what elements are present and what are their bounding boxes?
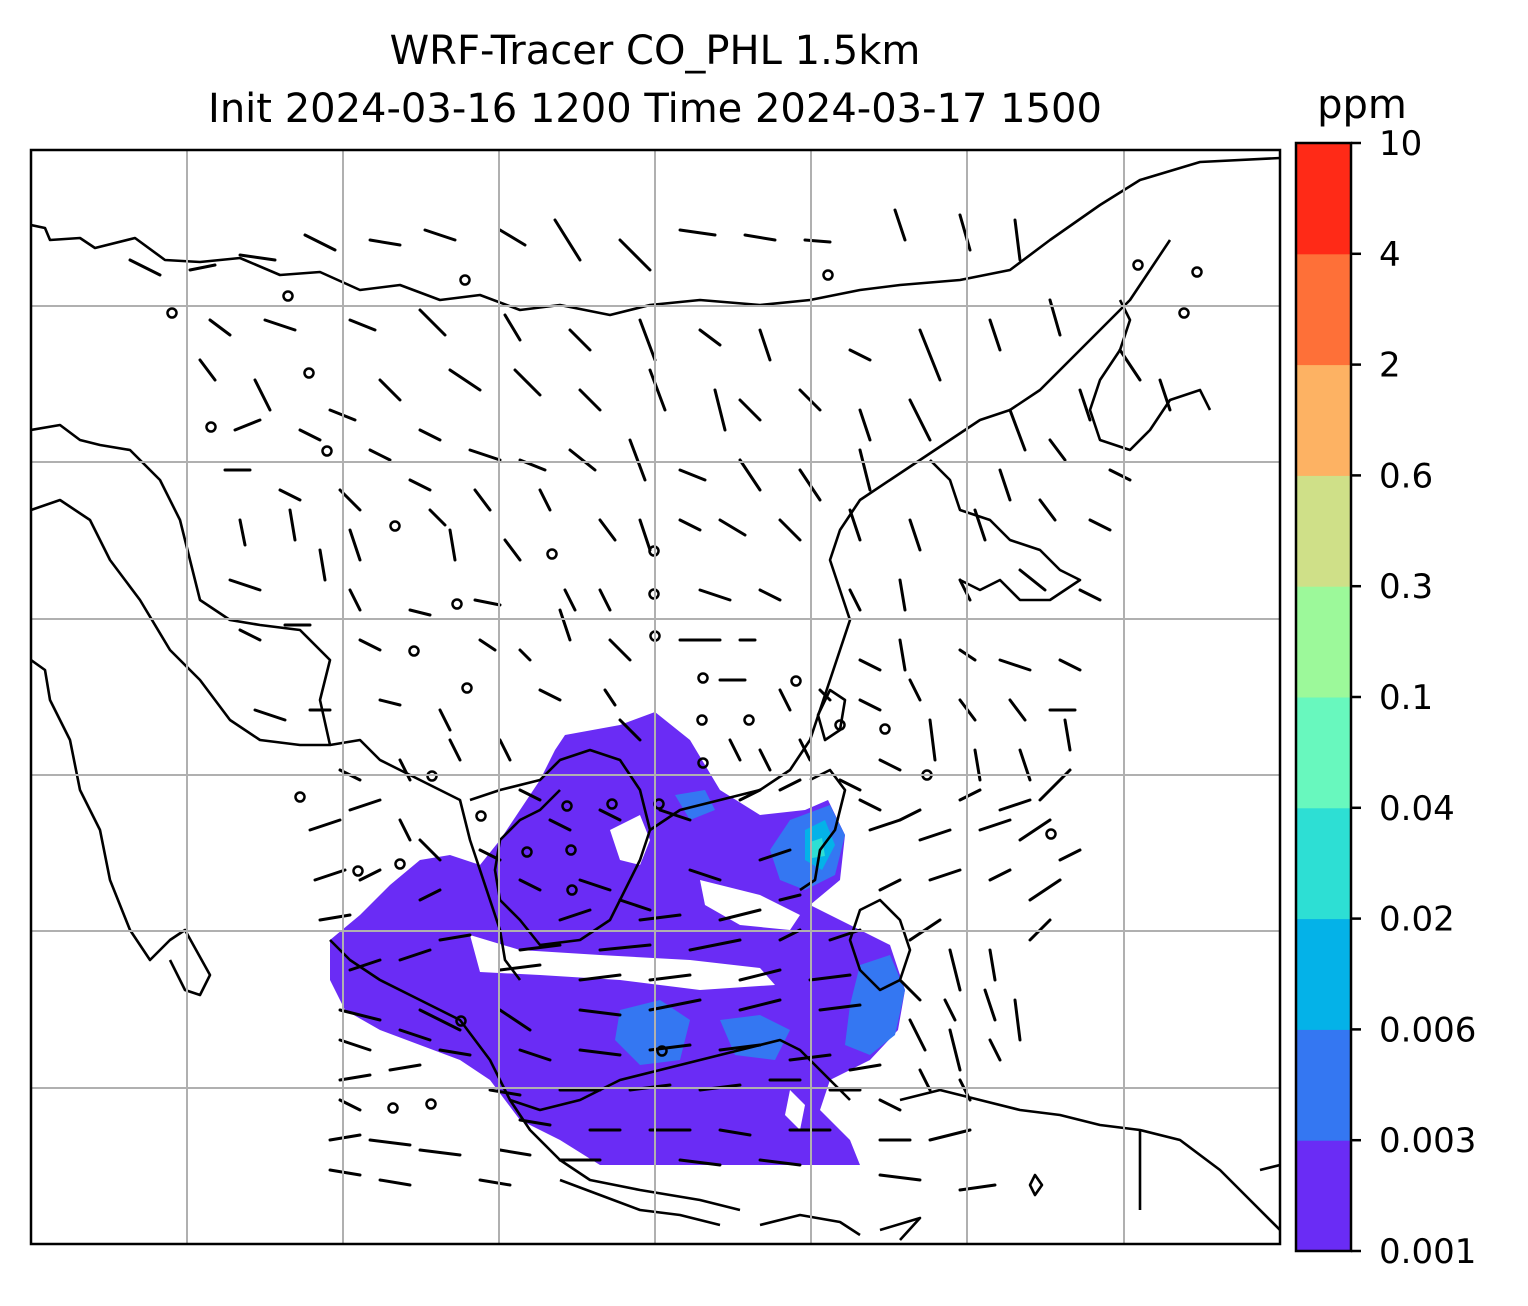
colorbar-tick-label: 4	[1379, 235, 1401, 275]
colorbar-segment	[1296, 807, 1351, 920]
plume-gap-4	[785, 1090, 805, 1130]
colorbar-tick-label: 2	[1379, 346, 1401, 386]
colorbar-tick-label: 0.02	[1379, 900, 1455, 940]
colorbar-tick-label: 0.003	[1379, 1121, 1476, 1161]
colorbar-segment	[1296, 697, 1351, 809]
colorbar-tick-label: 0.6	[1379, 456, 1433, 496]
colorbar-tick-label: 10	[1379, 124, 1422, 164]
plume-gap-2	[610, 815, 650, 865]
plume-level4	[810, 838, 825, 858]
chart-title-line2: Init 2024-03-16 1200 Time 2024-03-17 150…	[208, 86, 1102, 132]
gridlines	[31, 150, 1280, 1244]
colorbar-segment	[1296, 1029, 1351, 1141]
colorbar-tick-label: 0.1	[1379, 678, 1433, 718]
colorbar-tick-label: 0.3	[1379, 567, 1433, 607]
tracer-plume	[330, 712, 905, 1165]
colorbar-tick-label: 0.04	[1379, 789, 1455, 829]
colorbar-segment	[1296, 475, 1351, 587]
colorbar-segment	[1296, 586, 1351, 698]
colorbar-tick-label: 0.006	[1379, 1010, 1476, 1050]
colorbar-segment	[1296, 143, 1351, 255]
colorbar-segment	[1296, 1140, 1351, 1252]
map-frame	[29, 148, 1282, 1246]
colorbar-segment	[1296, 364, 1351, 476]
plume-main	[330, 712, 905, 1165]
plume-gap-3	[700, 880, 800, 930]
plume-level2-a	[845, 955, 905, 1055]
chart-title-line1: WRF-Tracer CO_PHL 1.5km	[389, 28, 921, 74]
colorbar-segment	[1296, 918, 1351, 1030]
colorbar: 0.001 0.003 0.006 0.02 0.04 0.1 0.3 0.6 2 4 10	[1294, 124, 1476, 1272]
colorbar-label: ppm	[1317, 82, 1407, 128]
colorbar-tick-label: 0.001	[1379, 1232, 1476, 1272]
plume-gap-1	[470, 935, 775, 990]
colorbar-segment	[1296, 253, 1351, 366]
